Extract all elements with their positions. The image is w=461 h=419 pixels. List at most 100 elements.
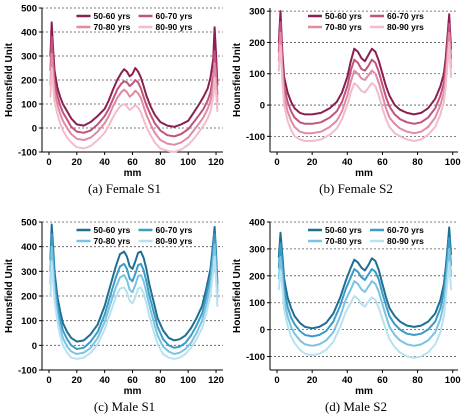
y-tick-label: 200	[249, 271, 265, 282]
y-tick-label: 0	[260, 325, 265, 336]
y-tick-label: 200	[21, 292, 37, 303]
x-tick-label: 80	[412, 375, 423, 386]
x-tick-label: 100	[180, 375, 196, 386]
y-tick-label: -100	[246, 352, 265, 363]
y-tick-label: 200	[21, 76, 37, 87]
series-line-0	[49, 223, 219, 343]
x-tick-label: 100	[445, 375, 461, 386]
y-axis-label: Hounsfield Unit	[232, 42, 243, 117]
x-axis-label: mm	[124, 168, 142, 179]
legend-label: 60-70 yrs	[387, 225, 424, 235]
x-tick-label: 20	[307, 157, 318, 168]
x-tick-label: 20	[307, 375, 318, 386]
series-line-1	[49, 35, 219, 138]
y-tick-label: 0	[32, 341, 37, 352]
x-tick-label: 0	[46, 375, 51, 386]
y-axis-label: Hounsfield Unit	[4, 258, 15, 333]
x-tick-label: 80	[155, 157, 166, 168]
y-tick-label: 100	[21, 316, 37, 327]
x-tick-label: 60	[127, 157, 138, 168]
x-tick-label: 40	[342, 375, 353, 386]
series-line-2	[277, 247, 452, 347]
series-line-2	[277, 32, 452, 135]
y-tick-label: 100	[249, 69, 265, 80]
x-tick-label: 60	[377, 157, 388, 168]
y-axis-label: Hounsfield Unit	[232, 258, 243, 333]
series-line-3	[49, 67, 219, 153]
legend-label: 50-60 yrs	[94, 225, 131, 235]
series-line-0	[49, 21, 219, 128]
y-tick-label: 200	[249, 38, 265, 49]
legend-label: 50-60 yrs	[325, 225, 362, 235]
chart-panel-0: -100 0 100 200 300 400 500 0 20 40 60 80 100 120 mm Hou…	[4, 4, 224, 197]
x-tick-label: 60	[377, 375, 388, 386]
y-tick-label: 300	[249, 244, 265, 255]
x-tick-label: 40	[99, 375, 110, 386]
chart-panel-3: -100 0 100 200 300 400 0 20 40 60 80 100 mm Hounsfiel…	[232, 218, 461, 415]
series-line-3	[277, 261, 452, 359]
legend-label: 60-70 yrs	[156, 225, 193, 235]
legend-label: 80-90 yrs	[156, 22, 193, 32]
y-tick-label: -100	[18, 148, 37, 159]
y-tick-label: 100	[21, 100, 37, 111]
y-tick-label: 300	[249, 7, 265, 18]
x-tick-label: 120	[208, 375, 224, 386]
y-tick-label: -100	[246, 132, 265, 143]
x-tick-label: 100	[445, 157, 461, 168]
legend-label: 80-90 yrs	[156, 236, 193, 246]
series-line-2	[49, 243, 219, 355]
series-line-1	[49, 233, 219, 350]
x-tick-label: 20	[72, 375, 83, 386]
x-tick-label: 80	[412, 157, 423, 168]
x-axis-label: mm	[355, 168, 373, 179]
series-line-3	[277, 41, 452, 142]
y-tick-label: -100	[18, 366, 37, 377]
x-tick-label: 0	[274, 375, 279, 386]
chart-panel-1: -100 0 100 200 300 0 20 40 60 80 100 mm Hounsfield U…	[232, 7, 461, 196]
series-line-0	[277, 226, 452, 330]
y-tick-label: 300	[21, 267, 37, 278]
legend-label: 70-80 yrs	[325, 236, 362, 246]
x-axis-label: mm	[355, 386, 373, 397]
series-line-1	[277, 21, 452, 125]
y-tick-label: 0	[32, 124, 37, 135]
legend-label: 50-60 yrs	[94, 11, 131, 21]
x-tick-label: 0	[274, 157, 279, 168]
x-tick-label: 20	[72, 157, 83, 168]
legend-label: 70-80 yrs	[94, 236, 131, 246]
series-line-0	[277, 10, 452, 116]
series-line-1	[277, 237, 452, 338]
legend-label: 70-80 yrs	[325, 22, 362, 32]
y-tick-label: 400	[249, 218, 265, 229]
series-line-3	[49, 255, 219, 360]
x-tick-label: 60	[127, 375, 138, 386]
x-tick-label: 100	[180, 157, 196, 168]
legend-label: 80-90 yrs	[387, 236, 424, 246]
x-tick-label: 80	[155, 375, 166, 386]
x-tick-label: 0	[46, 157, 51, 168]
y-tick-label: 500	[21, 218, 37, 229]
y-tick-label: 400	[21, 28, 37, 39]
series-line-2	[49, 52, 219, 146]
panel-caption: (d) Male S2	[325, 399, 387, 414]
y-tick-label: 400	[21, 242, 37, 253]
y-tick-label: 0	[260, 101, 265, 112]
legend-label: 80-90 yrs	[387, 22, 424, 32]
legend-label: 60-70 yrs	[387, 11, 424, 21]
x-axis-label: mm	[124, 386, 142, 397]
panel-caption: (b) Female S2	[319, 181, 393, 196]
y-axis-label: Hounsfield Unit	[4, 42, 15, 117]
legend-label: 50-60 yrs	[325, 11, 362, 21]
chart-panel-2: -100 0 100 200 300 400 500 0 20 40 60 80 100 120 mm Hou…	[4, 218, 224, 415]
legend-label: 60-70 yrs	[156, 11, 193, 21]
x-tick-label: 120	[208, 157, 224, 168]
x-tick-label: 40	[99, 157, 110, 168]
panel-caption: (c) Male S1	[94, 399, 155, 414]
y-tick-label: 300	[21, 52, 37, 63]
legend-label: 70-80 yrs	[94, 22, 131, 32]
panel-caption: (a) Female S1	[88, 181, 161, 196]
x-tick-label: 40	[342, 157, 353, 168]
y-tick-label: 500	[21, 4, 37, 15]
y-tick-label: 100	[249, 298, 265, 309]
